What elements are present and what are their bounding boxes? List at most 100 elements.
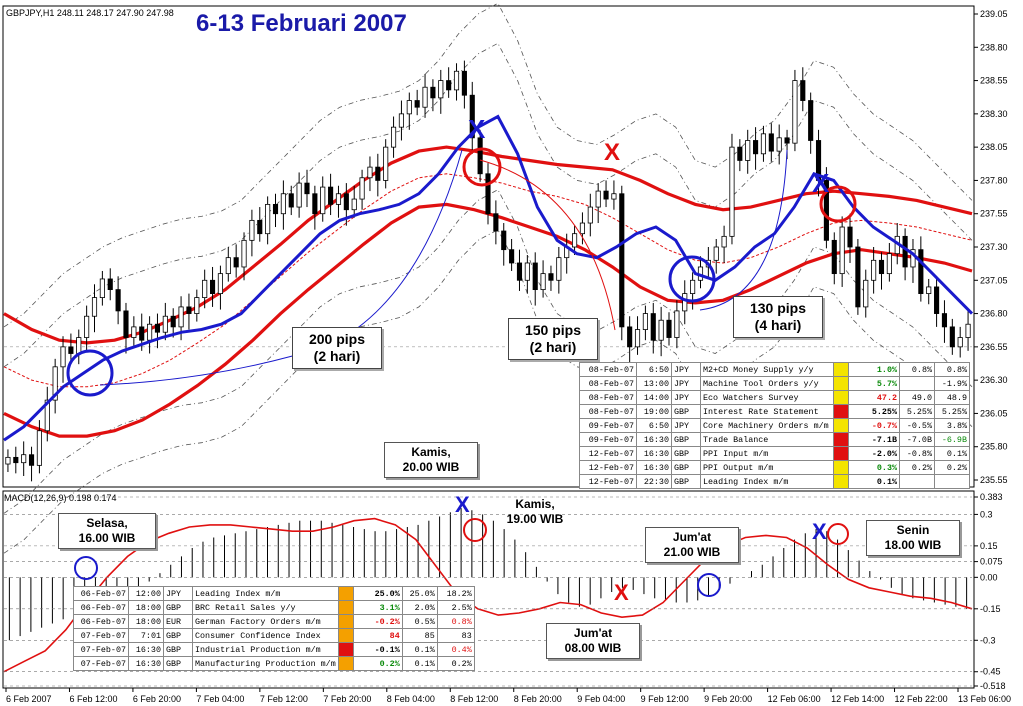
macd-tick-label: -0.3 [980,635,996,645]
candle-body [21,454,27,464]
note-senin-18: Senin 18.00 WIB [866,520,960,556]
candle [233,244,239,278]
candle-body [225,257,231,275]
calendar-currency: EUR [163,614,193,629]
chart-title: 6-13 Februari 2007 [196,10,407,37]
calendar-date: 07-Feb-07 [73,642,129,657]
candle [516,249,523,291]
calendar-actual: 84 [352,628,403,643]
candle-body [839,226,845,275]
calendar-date: 09-Feb-07 [579,432,637,447]
candle [509,239,515,271]
candle-body [139,326,145,341]
price-tick-label: 239.05 [980,9,1008,19]
candle-body [123,310,129,338]
calendar-previous: 0.2% [934,460,970,475]
candle [949,318,955,355]
calendar-forecast [899,474,935,489]
candle-body [831,239,837,275]
candle-body [713,246,719,261]
candle [390,116,397,158]
candle [713,239,719,274]
pips-130-duration: (4 hari) [754,317,802,333]
calendar-row: 09-Feb-07 16:30 GBP Trade Balance -7.1B -7.0B… [579,432,970,447]
candle-body [60,346,66,368]
candle [335,185,342,218]
candle [556,247,562,294]
candle [926,278,932,305]
calendar-impact-swatch [833,404,849,419]
candle-body [257,219,263,235]
candle-body [343,193,349,211]
blue-moving-average [3,114,974,442]
candle-body [760,133,767,155]
price-tick-label: 237.30 [980,242,1008,252]
candle-body [650,313,656,341]
candle-body [642,313,648,330]
x-marker-blue: X [812,519,827,544]
candle-body [13,456,19,464]
calendar-time: 18:00 [128,600,164,615]
candle-body [438,80,444,99]
candle [941,300,948,343]
candle-body [272,203,279,215]
candle-body [335,193,342,205]
time-tick-label: 8 Feb 20:00 [514,694,562,704]
candle-body [312,193,318,215]
x-marker-red: X [614,580,629,605]
calendar-actual: 0.2% [352,656,403,671]
candle-body [753,140,759,155]
circle-markers [66,147,857,597]
candle-body [619,193,625,328]
calendar-time: 13:00 [636,376,672,391]
pips-130-box: 130 pips (4 hari) [733,296,823,338]
calendar-time: 12:00 [128,586,164,601]
candle [5,449,11,473]
pips-150-arrow-line [479,159,616,331]
candle-body [737,146,743,161]
candle [453,63,460,101]
candle-body [68,346,74,354]
calendar-forecast: 0.8% [899,362,935,377]
candle-body [587,206,593,224]
calendar-event: Interest Rate Statement [700,404,834,419]
calendar-currency: GBP [671,474,701,489]
calendar-currency: JPY [671,418,701,433]
calendar-previous: 2.5% [436,600,475,615]
candle-body [768,133,774,152]
note-time: 16.00 WIB [78,531,136,545]
calendar-impact-swatch [337,600,354,615]
calendar-previous: 0.8% [934,362,970,377]
macd-tick-label: -0.15 [980,604,1001,614]
candle-body [532,262,538,291]
candle-body [446,80,452,91]
candle-body [217,273,223,294]
candle [760,125,767,162]
note-day: Kamis, [411,445,451,459]
candle-body [902,235,908,268]
candle-body [44,399,50,432]
candle-body [115,289,121,312]
candle [682,280,688,325]
candle-body [556,257,562,281]
candle [359,169,365,210]
candle-body [815,140,822,181]
candle-body [941,313,948,328]
candle [280,180,286,230]
candle-body [808,100,814,141]
pips-130-arrow-line [699,149,788,311]
candle-body [453,70,460,91]
candle-body [359,177,365,200]
time-tick-label: 8 Feb 12:00 [450,694,498,704]
candle-body [886,253,892,275]
candle-body [690,279,696,294]
time-tick-label: 6 Feb 12:00 [69,694,117,704]
macd-tick-label: 0.00 [980,572,998,582]
outer-lower-band-line [3,229,973,554]
macd-axis: 0.383 0.3 0.15 0.075 0.00 -0.15 -0.3 -0.45 -0.51… [4,492,1006,691]
candle [768,123,774,162]
price-tick-label: 236.30 [980,375,1008,385]
note-day: Kamis, [515,497,555,511]
macd-signal-line [3,517,973,673]
lower-band-line [3,189,973,514]
